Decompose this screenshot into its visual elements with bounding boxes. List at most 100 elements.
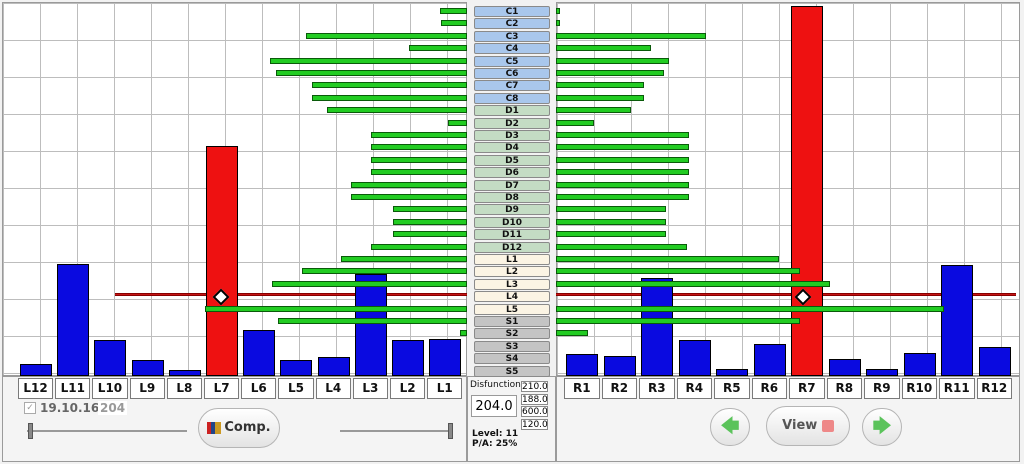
level-text: Level: 11 xyxy=(472,429,519,439)
label-r6[interactable]: R6 xyxy=(751,378,787,399)
left-slider-b-thumb[interactable] xyxy=(448,423,453,439)
vertebra-label-d3[interactable]: D3 xyxy=(474,130,550,141)
bar-r12[interactable] xyxy=(978,347,1011,376)
right-imbalance-bar xyxy=(556,82,644,89)
left-imbalance-bar xyxy=(351,194,467,200)
bar-l1[interactable] xyxy=(429,339,462,376)
label-r1[interactable]: R1 xyxy=(564,378,600,399)
label-l10[interactable]: L10 xyxy=(92,378,128,399)
bar-r6[interactable] xyxy=(753,344,786,376)
vertebra-label-l3[interactable]: L3 xyxy=(474,278,550,290)
bar-r8[interactable] xyxy=(828,359,861,376)
label-l2[interactable]: L2 xyxy=(390,378,426,399)
bar-r7[interactable] xyxy=(791,6,823,376)
vertebra-label-s1[interactable]: S1 xyxy=(474,316,550,327)
bar-l12[interactable] xyxy=(20,364,52,376)
value-box-3: 600.0 xyxy=(521,406,548,417)
vertebra-label-d12[interactable]: D12 xyxy=(474,241,550,253)
date-checkbox[interactable]: ✓ xyxy=(24,402,36,414)
bar-r5[interactable] xyxy=(716,369,748,376)
left-imbalance-bar xyxy=(393,231,467,238)
vertebra-label-c1[interactable]: C1 xyxy=(474,6,550,17)
vertebra-label-c4[interactable]: C4 xyxy=(474,43,550,55)
compare-button[interactable]: Comp. xyxy=(198,408,280,448)
bar-l8[interactable] xyxy=(168,370,201,376)
label-r2[interactable]: R2 xyxy=(601,378,637,399)
vertebra-label-d2[interactable]: D2 xyxy=(474,117,550,129)
label-l5[interactable]: L5 xyxy=(278,378,314,399)
vertebra-label-d5[interactable]: D5 xyxy=(474,154,550,166)
bar-r2[interactable] xyxy=(603,356,636,376)
label-r5[interactable]: R5 xyxy=(714,378,750,399)
vertebra-label-d9[interactable]: D9 xyxy=(474,204,550,216)
vertebra-label-c7[interactable]: C7 xyxy=(474,80,550,92)
left-imbalance-bar xyxy=(371,144,467,151)
vertebra-label-d10[interactable]: D10 xyxy=(474,216,550,228)
vertebra-label-s3[interactable]: S3 xyxy=(474,340,550,352)
left-slider-b[interactable] xyxy=(340,430,452,432)
label-l8[interactable]: L8 xyxy=(166,378,202,399)
vertebra-label-d8[interactable]: D8 xyxy=(474,192,550,203)
label-l7[interactable]: L7 xyxy=(204,378,240,399)
bar-r1[interactable] xyxy=(566,354,598,376)
bar-l11[interactable] xyxy=(57,264,90,376)
label-r10[interactable]: R10 xyxy=(901,378,937,399)
vertebra-label-d4[interactable]: D4 xyxy=(474,142,550,154)
vertebra-label-c3[interactable]: C3 xyxy=(474,30,550,42)
vertebra-label-l5[interactable]: L5 xyxy=(474,303,550,315)
label-r11[interactable]: R11 xyxy=(939,378,975,399)
vertebra-label-s5[interactable]: S5 xyxy=(474,365,550,377)
label-l12[interactable]: L12 xyxy=(18,378,54,399)
right-imbalance-bar xyxy=(556,119,594,126)
label-l9[interactable]: L9 xyxy=(129,378,165,399)
bar-l2[interactable] xyxy=(392,340,424,376)
bar-r9[interactable] xyxy=(866,369,898,376)
bar-l9[interactable] xyxy=(131,360,164,376)
bar-l10[interactable] xyxy=(94,340,127,376)
bar-l5[interactable] xyxy=(280,360,313,376)
vertebra-label-d7[interactable]: D7 xyxy=(474,179,550,191)
bar-l4[interactable] xyxy=(317,357,350,376)
vertebra-label-s2[interactable]: S2 xyxy=(474,328,550,340)
label-r9[interactable]: R9 xyxy=(864,378,900,399)
vertebra-label-d11[interactable]: D11 xyxy=(474,229,550,241)
label-l1[interactable]: L1 xyxy=(427,378,463,399)
prev-button[interactable]: 🡄 xyxy=(710,408,750,446)
left-imbalance-bar xyxy=(371,169,467,176)
vertebra-label-d6[interactable]: D6 xyxy=(474,167,550,179)
vertebra-label-l1[interactable]: L1 xyxy=(474,254,550,265)
bar-r11[interactable] xyxy=(941,265,973,376)
view-button[interactable]: View xyxy=(766,406,850,446)
bar-l3[interactable] xyxy=(354,274,387,376)
vertebra-label-d1[interactable]: D1 xyxy=(474,105,550,117)
left-slider-a[interactable] xyxy=(27,430,187,432)
label-r8[interactable]: R8 xyxy=(826,378,862,399)
vertebra-label-l4[interactable]: L4 xyxy=(474,291,550,303)
label-l6[interactable]: L6 xyxy=(241,378,277,399)
bar-l6[interactable] xyxy=(243,330,276,376)
left-imbalance-bar xyxy=(371,243,467,250)
bar-r10[interactable] xyxy=(903,353,936,376)
label-r12[interactable]: R12 xyxy=(976,378,1012,399)
vertebra-label-c5[interactable]: C5 xyxy=(474,55,550,67)
disfunction-value: 204.0 xyxy=(471,395,517,417)
label-r7[interactable]: R7 xyxy=(789,378,825,399)
right-imbalance-bar xyxy=(556,107,631,114)
next-button[interactable]: 🡆 xyxy=(862,408,902,446)
bar-r4[interactable] xyxy=(678,340,711,376)
left-slider-a-thumb[interactable] xyxy=(28,423,33,439)
bar-l7[interactable] xyxy=(206,146,238,376)
vertebra-label-s4[interactable]: S4 xyxy=(474,353,550,365)
bar-r3[interactable] xyxy=(641,278,673,376)
label-r3[interactable]: R3 xyxy=(639,378,675,399)
left-imbalance-bar xyxy=(302,268,467,275)
label-l4[interactable]: L4 xyxy=(315,378,351,399)
label-l3[interactable]: L3 xyxy=(352,378,388,399)
left-imbalance-bar xyxy=(371,156,467,163)
vertebra-label-c8[interactable]: C8 xyxy=(474,92,550,104)
label-l11[interactable]: L11 xyxy=(55,378,91,399)
label-r4[interactable]: R4 xyxy=(676,378,712,399)
vertebra-label-l2[interactable]: L2 xyxy=(474,266,550,278)
vertebra-label-c6[interactable]: C6 xyxy=(474,68,550,79)
vertebra-label-c2[interactable]: C2 xyxy=(474,18,550,30)
